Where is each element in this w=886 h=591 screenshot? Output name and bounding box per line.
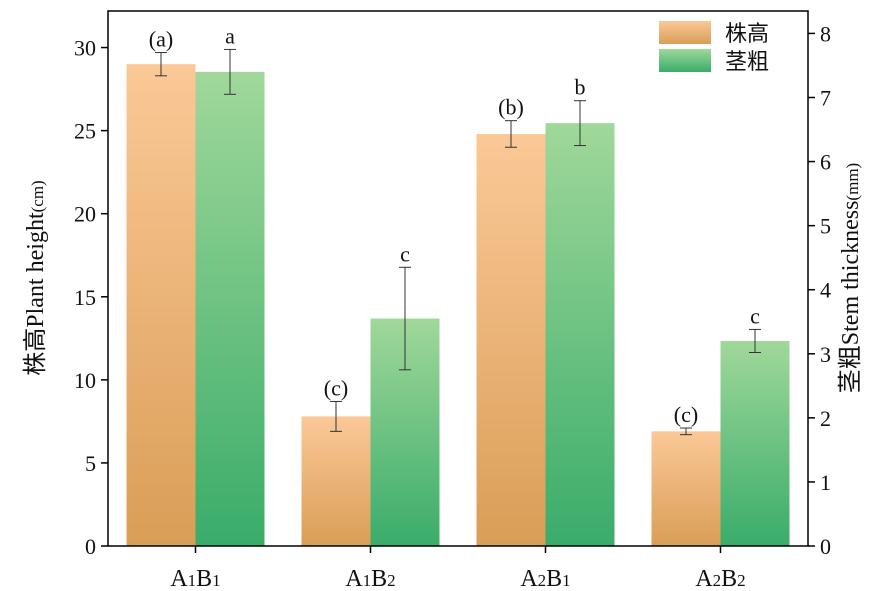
plot-frame [107,10,809,547]
right-tick-label-1: 1 [820,470,831,495]
significance-label-0-3: (c) [674,402,698,427]
x-tick-label-0: A1B1 [170,566,220,591]
bar-height-2 [476,133,546,546]
error-bar-0-3 [680,427,692,436]
error-bar-1-0 [224,48,236,95]
left-tick-label-5: 5 [85,451,96,476]
left-axis-ticks: 0 5 10 15 20 25 30 [74,36,108,559]
legend: 株高 茎粗 [659,21,769,75]
bar-height-0 [126,64,196,547]
left-axis-unit: (cm) [28,180,47,212]
x-tick-label-2: A2B1 [520,566,570,591]
significance-label-1-1: c [400,241,410,266]
left-axis-title-cn: 株高 [22,328,49,376]
bar-height-3 [651,431,721,546]
error-bar-1-3 [749,328,761,354]
left-tick-label-15: 15 [74,285,96,310]
left-tick-label-0: 0 [85,534,96,559]
left-tick-label-10: 10 [74,368,96,393]
significance-label-1-0: a [225,23,235,48]
left-axis-title-en: Plant height [23,212,49,328]
legend-label-height: 株高 [725,22,769,47]
bar-stem-2 [545,123,615,547]
error-bar-1-2 [574,100,586,147]
right-axis-title-en: Stem thickness [838,201,864,346]
right-tick-label-5: 5 [820,214,831,239]
legend-swatch-height [659,21,711,44]
right-axis-unit: (mm) [843,163,862,201]
x-tick-label-1: A1B2 [345,566,395,591]
right-axis-title: 茎粗Stem thickness(mm) [837,163,864,393]
right-tick-label-2: 2 [820,406,831,431]
right-tick-label-3: 3 [820,342,831,367]
bar-height-1 [301,416,371,546]
right-axis-ticks: 0 1 2 3 4 5 6 7 8 [808,21,831,559]
legend-swatch-stem [659,49,711,72]
right-tick-label-4: 4 [820,278,831,303]
right-tick-label-8: 8 [820,21,831,46]
right-tick-label-6: 6 [820,150,831,175]
left-tick-label-20: 20 [74,202,96,227]
right-tick-label-0: 0 [820,534,831,559]
significance-label-1-3: c [750,303,760,328]
left-axis-title: 株高Plant height(cm) [22,180,49,375]
significance-label-1-2: b [575,75,586,100]
right-tick-label-7: 7 [820,85,831,110]
legend-label-stem: 茎粗 [725,50,769,75]
bars-layer [126,64,790,547]
significance-label-0-1: (c) [324,375,348,400]
significance-label-0-0: (a) [149,27,173,52]
left-tick-label-25: 25 [74,119,96,144]
right-axis-title-cn: 茎粗 [837,345,864,393]
left-tick-label-30: 30 [74,36,96,61]
x-tick-label-3: A2B2 [695,566,745,591]
significance-labels-layer: (a) a (c) c (b) b (c) c [149,23,760,427]
bar-stem-3 [720,340,790,546]
error-bar-0-0 [155,52,167,77]
bar-stem-0 [195,71,265,547]
error-bars-layer [155,48,761,436]
significance-label-0-2: (b) [498,95,524,120]
x-axis-ticks: A1B1 A1B2 A2B1 A2B2 [170,546,746,591]
error-bar-1-1 [399,266,411,371]
error-bar-0-1 [330,400,342,432]
error-bar-0-2 [505,120,517,148]
